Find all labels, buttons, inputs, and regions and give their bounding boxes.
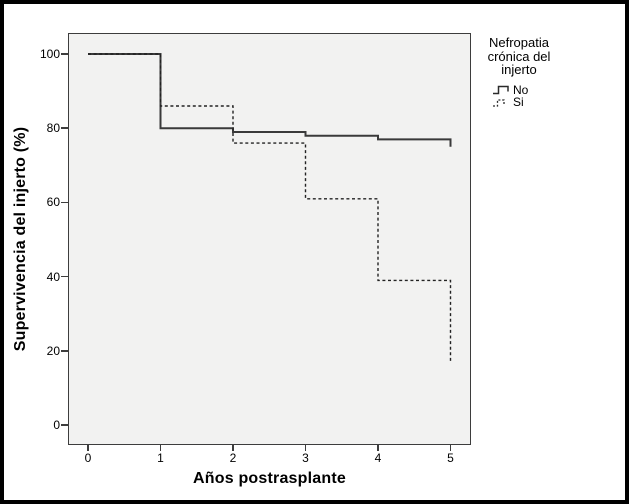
x-tick-mark: [449, 445, 452, 451]
x-tick-label: 1: [157, 451, 164, 465]
y-tick-mark: [61, 201, 68, 204]
legend-entries: No Si: [477, 82, 561, 110]
legend-line-dashed-icon: [493, 99, 505, 107]
y-tick-label: 0: [53, 418, 60, 433]
x-tick-mark: [87, 445, 89, 451]
x-tick-label: 2: [229, 451, 237, 465]
legend-entry-label: Si: [513, 95, 524, 110]
x-tick-label: 3: [302, 451, 309, 465]
x-axis-title: Años postrasplante: [193, 470, 346, 487]
y-tick-mark: [61, 275, 68, 278]
y-tick-mark: [61, 53, 68, 55]
x-tick-mark: [159, 445, 162, 451]
x-tick-label: 4: [374, 451, 382, 465]
y-tick-mark: [61, 350, 68, 352]
x-tick-mark: [232, 445, 234, 451]
y-tick-label: 20: [46, 343, 60, 358]
legend-entry-no: No: [492, 82, 561, 97]
y-tick-label: 40: [46, 269, 60, 284]
legend-entry-si: Si: [492, 95, 561, 110]
y-axis-title: Supervivencia del injerto (%): [12, 126, 29, 352]
legend-line-solid-icon: [493, 86, 509, 95]
y-tick-label: 60: [46, 195, 60, 210]
legend: Nefropatia crónica del injerto No Si: [477, 36, 561, 109]
x-tick-mark: [377, 445, 379, 451]
legend-entry-label: No: [513, 82, 529, 97]
x-tick-mark: [304, 445, 307, 451]
y-tick-mark: [61, 127, 68, 129]
plot-area: [68, 33, 471, 445]
x-tick-label: 5: [447, 451, 454, 465]
y-tick-label: 80: [46, 121, 60, 136]
x-tick-label: 0: [84, 451, 92, 465]
y-tick-mark: [61, 424, 68, 426]
y-tick-label: 100: [39, 47, 60, 61]
legend-title: Nefropatia crónica del injerto: [487, 35, 551, 77]
